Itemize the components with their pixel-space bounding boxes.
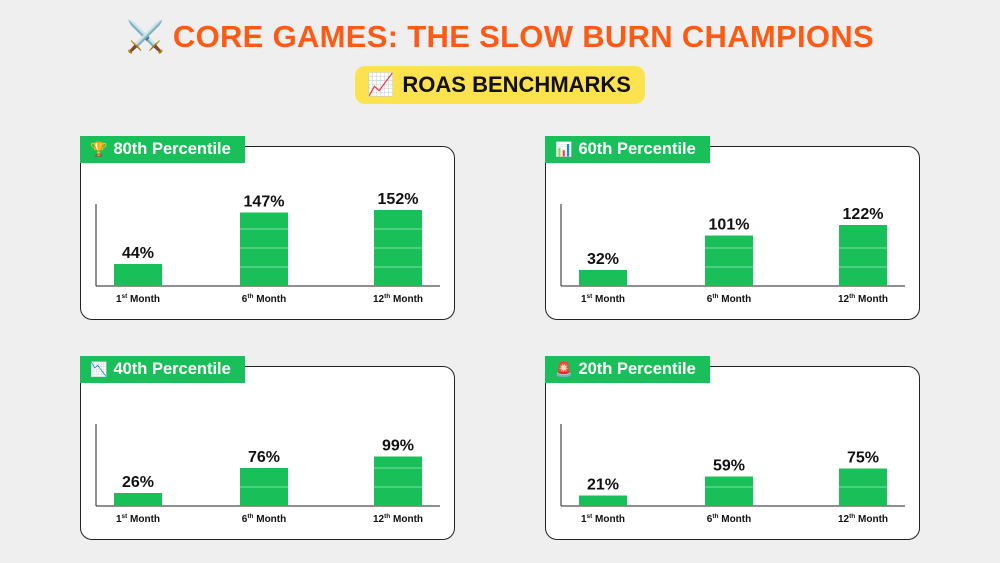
bar [579,270,627,286]
tick-label: 6th Month [242,293,286,305]
subtitle-badge: 📈 ROAS BENCHMARKS [355,66,645,104]
panel-title-80th: 🏆 80th Percentile [80,136,245,163]
tick-label: 6th Month [242,513,286,525]
bar-chart-80th: 44% 1st Month 147% 6th Month 152% 12th Month [95,191,440,305]
bar [579,495,627,506]
data-label: 147% [244,194,285,211]
tick-label: 12th Month [838,293,888,305]
bar-chart-icon: 📊 [555,141,573,157]
tick-label: 12th Month [838,513,888,525]
panel-title-20th: 🚨 20th Percentile [545,356,710,383]
bar [114,493,162,506]
data-label: 101% [709,217,750,234]
tick-label: 6th Month [707,513,751,525]
data-label: 76% [248,449,280,466]
bar [705,235,753,286]
data-label: 32% [587,251,619,268]
bar [374,456,422,506]
panel-title-60th: 📊 60th Percentile [545,136,710,163]
bar-chart-20th: 21% 1st Month 59% 6th Month 75% 12th Month [560,424,905,525]
tick-label: 1st Month [581,293,625,305]
data-label: 59% [713,458,745,475]
panel-title-text: 40th Percentile [113,360,231,378]
data-label: 75% [847,450,879,467]
bar [839,225,887,286]
page-title: ⚔️ CORE GAMES: THE SLOW BURN CHAMPIONS [0,18,1000,55]
data-label: 122% [843,206,884,223]
subtitle-container: 📈 ROAS BENCHMARKS [0,66,1000,104]
chart-decreasing-icon: 📉 [90,361,108,377]
tick-label: 1st Month [581,513,625,525]
data-label: 44% [122,245,154,262]
panel-title-text: 60th Percentile [578,140,696,158]
crossed-swords-icon: ⚔️ [125,19,165,54]
trophy-icon: 🏆 [90,141,108,157]
data-label: 26% [122,474,154,491]
tick-label: 12th Month [373,513,423,525]
chart-panel-40th [80,366,455,540]
tick-label: 1st Month [116,513,160,525]
panel-title-text: 20th Percentile [578,360,696,378]
data-label: 21% [587,477,619,494]
bar-chart-60th: 32% 1st Month 101% 6th Month 122% 12th Month [560,204,905,305]
tick-label: 1st Month [116,293,160,305]
tick-label: 6th Month [707,293,751,305]
panel-title-text: 80th Percentile [113,140,231,158]
rotating-light-icon: 🚨 [555,361,573,377]
bar [705,476,753,506]
chart-panel-20th [545,366,920,540]
tick-label: 12th Month [373,293,423,305]
bar-chart-40th: 26% 1st Month 76% 6th Month 99% 12th Month [95,424,440,525]
bar [114,264,162,286]
data-label: 152% [378,191,419,208]
data-label: 99% [382,438,414,455]
chart-increasing-icon: 📈 [367,72,395,97]
panel-title-40th: 📉 40th Percentile [80,356,245,383]
bar [240,212,288,286]
page-title-text: CORE GAMES: THE SLOW BURN CHAMPIONS [172,19,875,54]
subtitle-text: ROAS BENCHMARKS [402,72,631,97]
